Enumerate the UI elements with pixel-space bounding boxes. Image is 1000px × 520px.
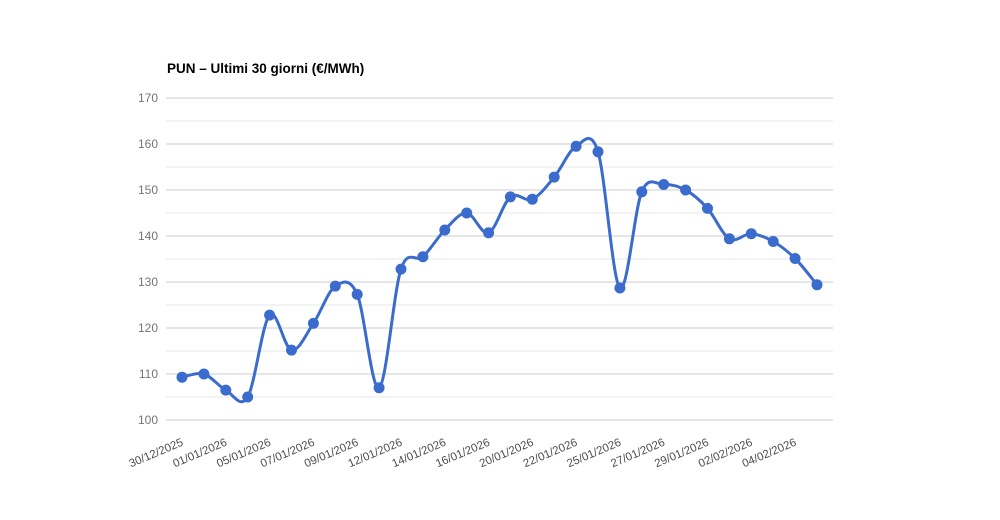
y-axis-labels: 100 110 120 130 140 150 160 170 xyxy=(138,91,158,427)
data-point[interactable] xyxy=(811,279,823,291)
y-tick-label: 110 xyxy=(139,367,158,381)
data-point[interactable] xyxy=(745,228,757,240)
data-point[interactable] xyxy=(198,368,210,380)
data-point[interactable] xyxy=(373,382,385,394)
data-point[interactable] xyxy=(264,309,276,321)
data-point[interactable] xyxy=(548,171,560,183)
x-axis-labels: 30/12/202501/01/202605/01/202607/01/2026… xyxy=(127,437,798,471)
data-point[interactable] xyxy=(220,384,232,396)
data-point[interactable] xyxy=(767,236,779,247)
data-point[interactable] xyxy=(570,140,582,152)
y-tick-label: 160 xyxy=(138,137,158,151)
data-point[interactable] xyxy=(723,233,735,245)
chart-title: PUN – Ultimi 30 giorni (€/MWh) xyxy=(167,61,365,76)
data-point[interactable] xyxy=(176,371,188,383)
data-point[interactable] xyxy=(592,146,604,158)
data-point[interactable] xyxy=(702,202,713,214)
data-point[interactable] xyxy=(461,207,473,219)
data-point[interactable] xyxy=(680,184,692,196)
y-tick-label: 150 xyxy=(138,183,158,197)
series-line xyxy=(180,137,819,404)
data-point[interactable] xyxy=(614,282,626,294)
y-tick-label: 170 xyxy=(138,91,158,105)
gridlines-minor xyxy=(166,120,833,398)
data-point[interactable] xyxy=(329,280,341,292)
data-point[interactable] xyxy=(636,186,648,198)
gridlines-major xyxy=(166,97,833,421)
y-tick-label: 140 xyxy=(138,229,158,243)
data-points xyxy=(176,140,823,403)
data-point[interactable] xyxy=(395,263,407,275)
data-point[interactable] xyxy=(439,224,451,236)
data-point[interactable] xyxy=(483,227,495,239)
data-point[interactable] xyxy=(242,391,254,403)
data-point[interactable] xyxy=(307,317,319,329)
data-point[interactable] xyxy=(789,253,801,264)
data-point[interactable] xyxy=(658,179,670,190)
y-tick-label: 100 xyxy=(138,413,158,427)
data-point[interactable] xyxy=(351,288,363,300)
data-point[interactable] xyxy=(286,344,297,356)
y-tick-label: 130 xyxy=(138,275,158,289)
data-point[interactable] xyxy=(417,251,429,263)
data-point[interactable] xyxy=(504,191,516,203)
y-tick-label: 120 xyxy=(138,321,158,335)
data-point[interactable] xyxy=(526,193,538,205)
